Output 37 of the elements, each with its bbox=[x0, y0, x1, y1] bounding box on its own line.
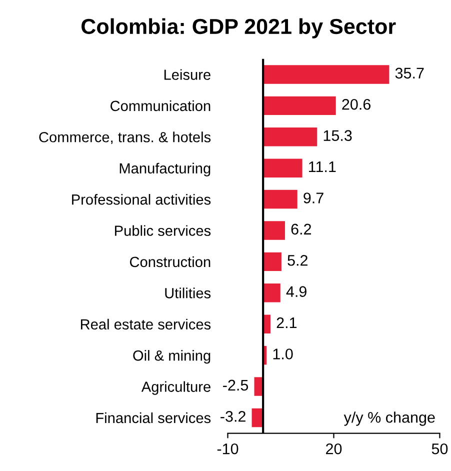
chart-title: Colombia: GDP 2021 by Sector bbox=[82, 18, 396, 38]
y-tick-label: Real estate services bbox=[80, 318, 211, 330]
y-tick-label: Commerce, trans. & hotels bbox=[39, 132, 211, 144]
bar bbox=[263, 65, 390, 84]
x-tick-label: 50 bbox=[432, 443, 448, 454]
data-label: 15.3 bbox=[324, 130, 352, 141]
data-label: 4.9 bbox=[286, 286, 306, 298]
bar bbox=[263, 128, 318, 146]
bar bbox=[263, 190, 298, 209]
data-label: 2.1 bbox=[276, 317, 297, 328]
annotation: y/y % change bbox=[344, 412, 435, 426]
y-tick-label: Manufacturing bbox=[120, 162, 210, 176]
y-tick-label: Oil & mining bbox=[133, 350, 210, 364]
x-tick-label: 20 bbox=[326, 443, 342, 454]
bar bbox=[263, 158, 302, 178]
x-tick-label: -10 bbox=[217, 443, 238, 454]
data-label: -3.2 bbox=[220, 411, 246, 422]
bar bbox=[263, 221, 285, 240]
y-tick-label: Communication bbox=[110, 100, 210, 112]
bar bbox=[263, 284, 280, 302]
data-label: 20.6 bbox=[342, 98, 370, 110]
y-tick-label: Agriculture bbox=[141, 381, 210, 395]
data-label: -2.5 bbox=[223, 380, 248, 391]
data-label: 9.7 bbox=[304, 192, 324, 204]
y-tick-label: Utilities bbox=[165, 288, 211, 298]
data-label: 35.7 bbox=[395, 68, 424, 79]
data-label: 1.0 bbox=[273, 348, 293, 360]
data-label: 11.1 bbox=[309, 162, 336, 172]
y-tick-label: Public services bbox=[115, 225, 211, 236]
y-tick-label: Construction bbox=[130, 256, 210, 268]
y-tick-label: Professional activities bbox=[72, 194, 211, 205]
data-label: 6.2 bbox=[291, 224, 312, 235]
data-label: 5.2 bbox=[288, 254, 308, 266]
y-tick-label: Leisure bbox=[164, 69, 210, 80]
bar bbox=[263, 96, 336, 116]
bar bbox=[263, 252, 282, 272]
y-tick-label: Financial services bbox=[96, 412, 211, 424]
